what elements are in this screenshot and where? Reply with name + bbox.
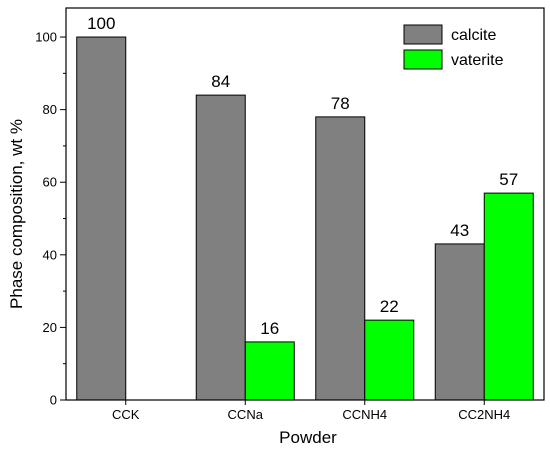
bar-vaterite-CC2NH4 bbox=[483, 192, 534, 401]
y-axis-title: Phase composition, wt % bbox=[7, 119, 26, 309]
bar-calcite-CC2NH4 bbox=[434, 243, 485, 401]
data-label-vaterite-CCNa: 16 bbox=[260, 319, 279, 338]
bar-vaterite-CCNH4 bbox=[364, 319, 415, 401]
x-tick-label-CCNa: CCNa bbox=[228, 407, 264, 422]
bar-calcite-CCNH4 bbox=[315, 116, 366, 401]
data-label-calcite-CCNH4: 78 bbox=[331, 94, 350, 113]
legend-swatch-vaterite bbox=[403, 49, 443, 70]
legend-label-calcite: calcite bbox=[451, 27, 496, 44]
plot-frame bbox=[65, 7, 545, 401]
data-label-vaterite-CC2NH4: 57 bbox=[499, 170, 518, 189]
y-tick-label-60: 60 bbox=[43, 175, 57, 190]
legend-label-vaterite: vaterite bbox=[451, 52, 504, 69]
y-tick-label-100: 100 bbox=[35, 30, 57, 45]
y-tick-label-20: 20 bbox=[43, 320, 57, 335]
data-label-calcite-CC2NH4: 43 bbox=[450, 221, 469, 240]
y-tick-label-80: 80 bbox=[43, 102, 57, 117]
axes-layer: CCK CCNa CCNH4 CC2NH4 0 20 40 60 80 100 bbox=[35, 7, 545, 422]
x-axis-title: Powder bbox=[279, 428, 337, 447]
data-label-calcite-CCNa: 84 bbox=[211, 72, 230, 91]
data-label-calcite-CCK: 100 bbox=[87, 14, 115, 33]
bar-calcite-CCNa bbox=[195, 94, 246, 401]
x-tick-label-CCNH4: CCNH4 bbox=[342, 407, 387, 422]
bars-layer bbox=[76, 36, 534, 401]
bar-vaterite-CCNa bbox=[244, 341, 295, 401]
legend-swatch-calcite bbox=[403, 24, 443, 45]
x-tick-label-CC2NH4: CC2NH4 bbox=[458, 407, 510, 422]
x-tick-label-CCK: CCK bbox=[112, 407, 140, 422]
y-tick-label-0: 0 bbox=[50, 393, 57, 408]
y-tick-label-40: 40 bbox=[43, 247, 57, 262]
data-label-vaterite-CCNH4: 22 bbox=[380, 297, 399, 316]
legend: calcite vaterite bbox=[403, 24, 504, 70]
data-labels-layer: 100 84 16 78 22 43 57 bbox=[87, 14, 518, 338]
bar-calcite-CCK bbox=[76, 36, 127, 401]
